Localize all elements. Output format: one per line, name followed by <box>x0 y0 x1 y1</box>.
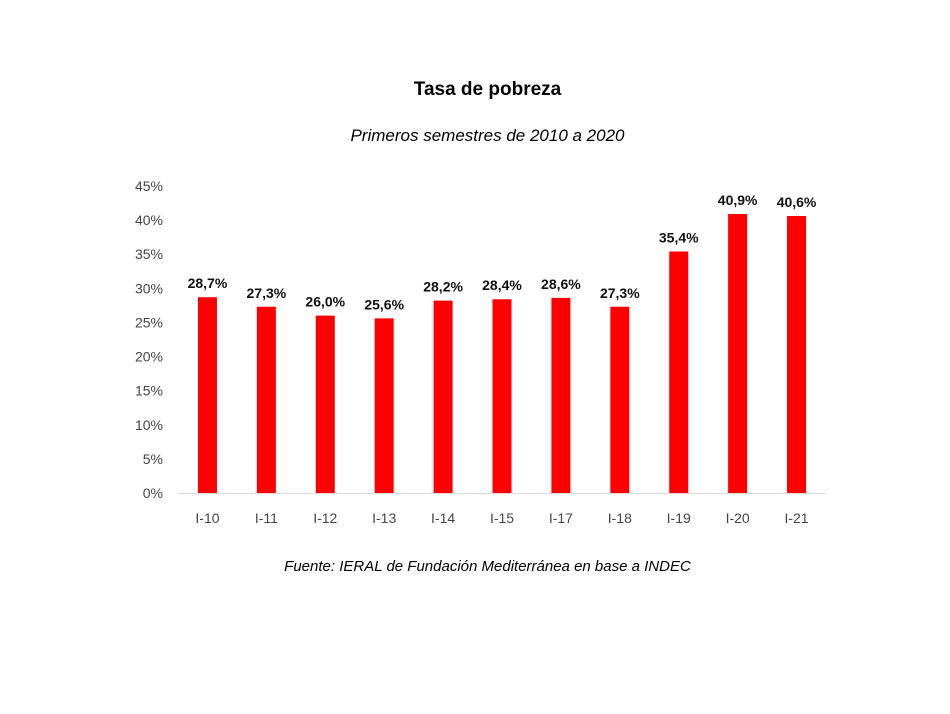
x-tick-label: I-14 <box>431 510 455 526</box>
x-tick-label: I-15 <box>490 510 514 526</box>
y-tick-label: 10% <box>135 417 163 433</box>
x-tick-label: I-19 <box>667 510 691 526</box>
y-tick-label: 45% <box>135 178 163 194</box>
data-label: 27,3% <box>247 285 287 301</box>
chart-subtitle: Primeros semestres de 2010 a 2020 <box>350 126 625 145</box>
bar <box>669 251 689 493</box>
bar <box>256 306 276 493</box>
x-tick-label: I-10 <box>195 510 219 526</box>
x-tick-label: I-13 <box>372 510 396 526</box>
chart-source: Fuente: IERAL de Fundación Mediterránea … <box>284 558 691 575</box>
bar <box>787 216 807 494</box>
bar <box>610 306 630 493</box>
y-tick-label: 40% <box>135 212 163 228</box>
x-tick-label: I-17 <box>549 510 573 526</box>
y-tick-label: 5% <box>143 451 163 467</box>
data-label: 28,7% <box>188 275 228 291</box>
y-tick-label: 35% <box>135 246 163 262</box>
bar <box>551 297 571 493</box>
y-tick-label: 0% <box>143 485 163 501</box>
data-label: 28,2% <box>423 279 463 295</box>
data-label: 28,4% <box>482 277 522 293</box>
y-tick-label: 25% <box>135 314 163 330</box>
y-tick-label: 15% <box>135 383 163 399</box>
y-tick-label: 20% <box>135 349 163 365</box>
bar <box>492 299 512 493</box>
data-label: 40,6% <box>777 194 817 210</box>
bar <box>374 318 394 493</box>
data-label: 40,9% <box>718 192 758 208</box>
bar <box>197 297 217 493</box>
x-tick-label: I-11 <box>255 510 278 526</box>
bar <box>433 300 453 493</box>
data-label: 35,4% <box>659 229 699 245</box>
chart-title: Tasa de pobreza <box>413 79 562 100</box>
data-label: 25,6% <box>364 296 404 312</box>
y-tick-label: 30% <box>135 280 163 296</box>
data-label: 28,6% <box>541 276 581 292</box>
x-tick-label: I-18 <box>608 510 632 526</box>
bar <box>315 315 335 493</box>
x-tick-label: I-21 <box>784 510 808 526</box>
data-label: 26,0% <box>305 294 345 310</box>
data-label: 27,3% <box>600 285 640 301</box>
x-tick-label: I-20 <box>726 510 750 526</box>
x-tick-label: I-12 <box>313 510 337 526</box>
bar <box>728 213 748 493</box>
